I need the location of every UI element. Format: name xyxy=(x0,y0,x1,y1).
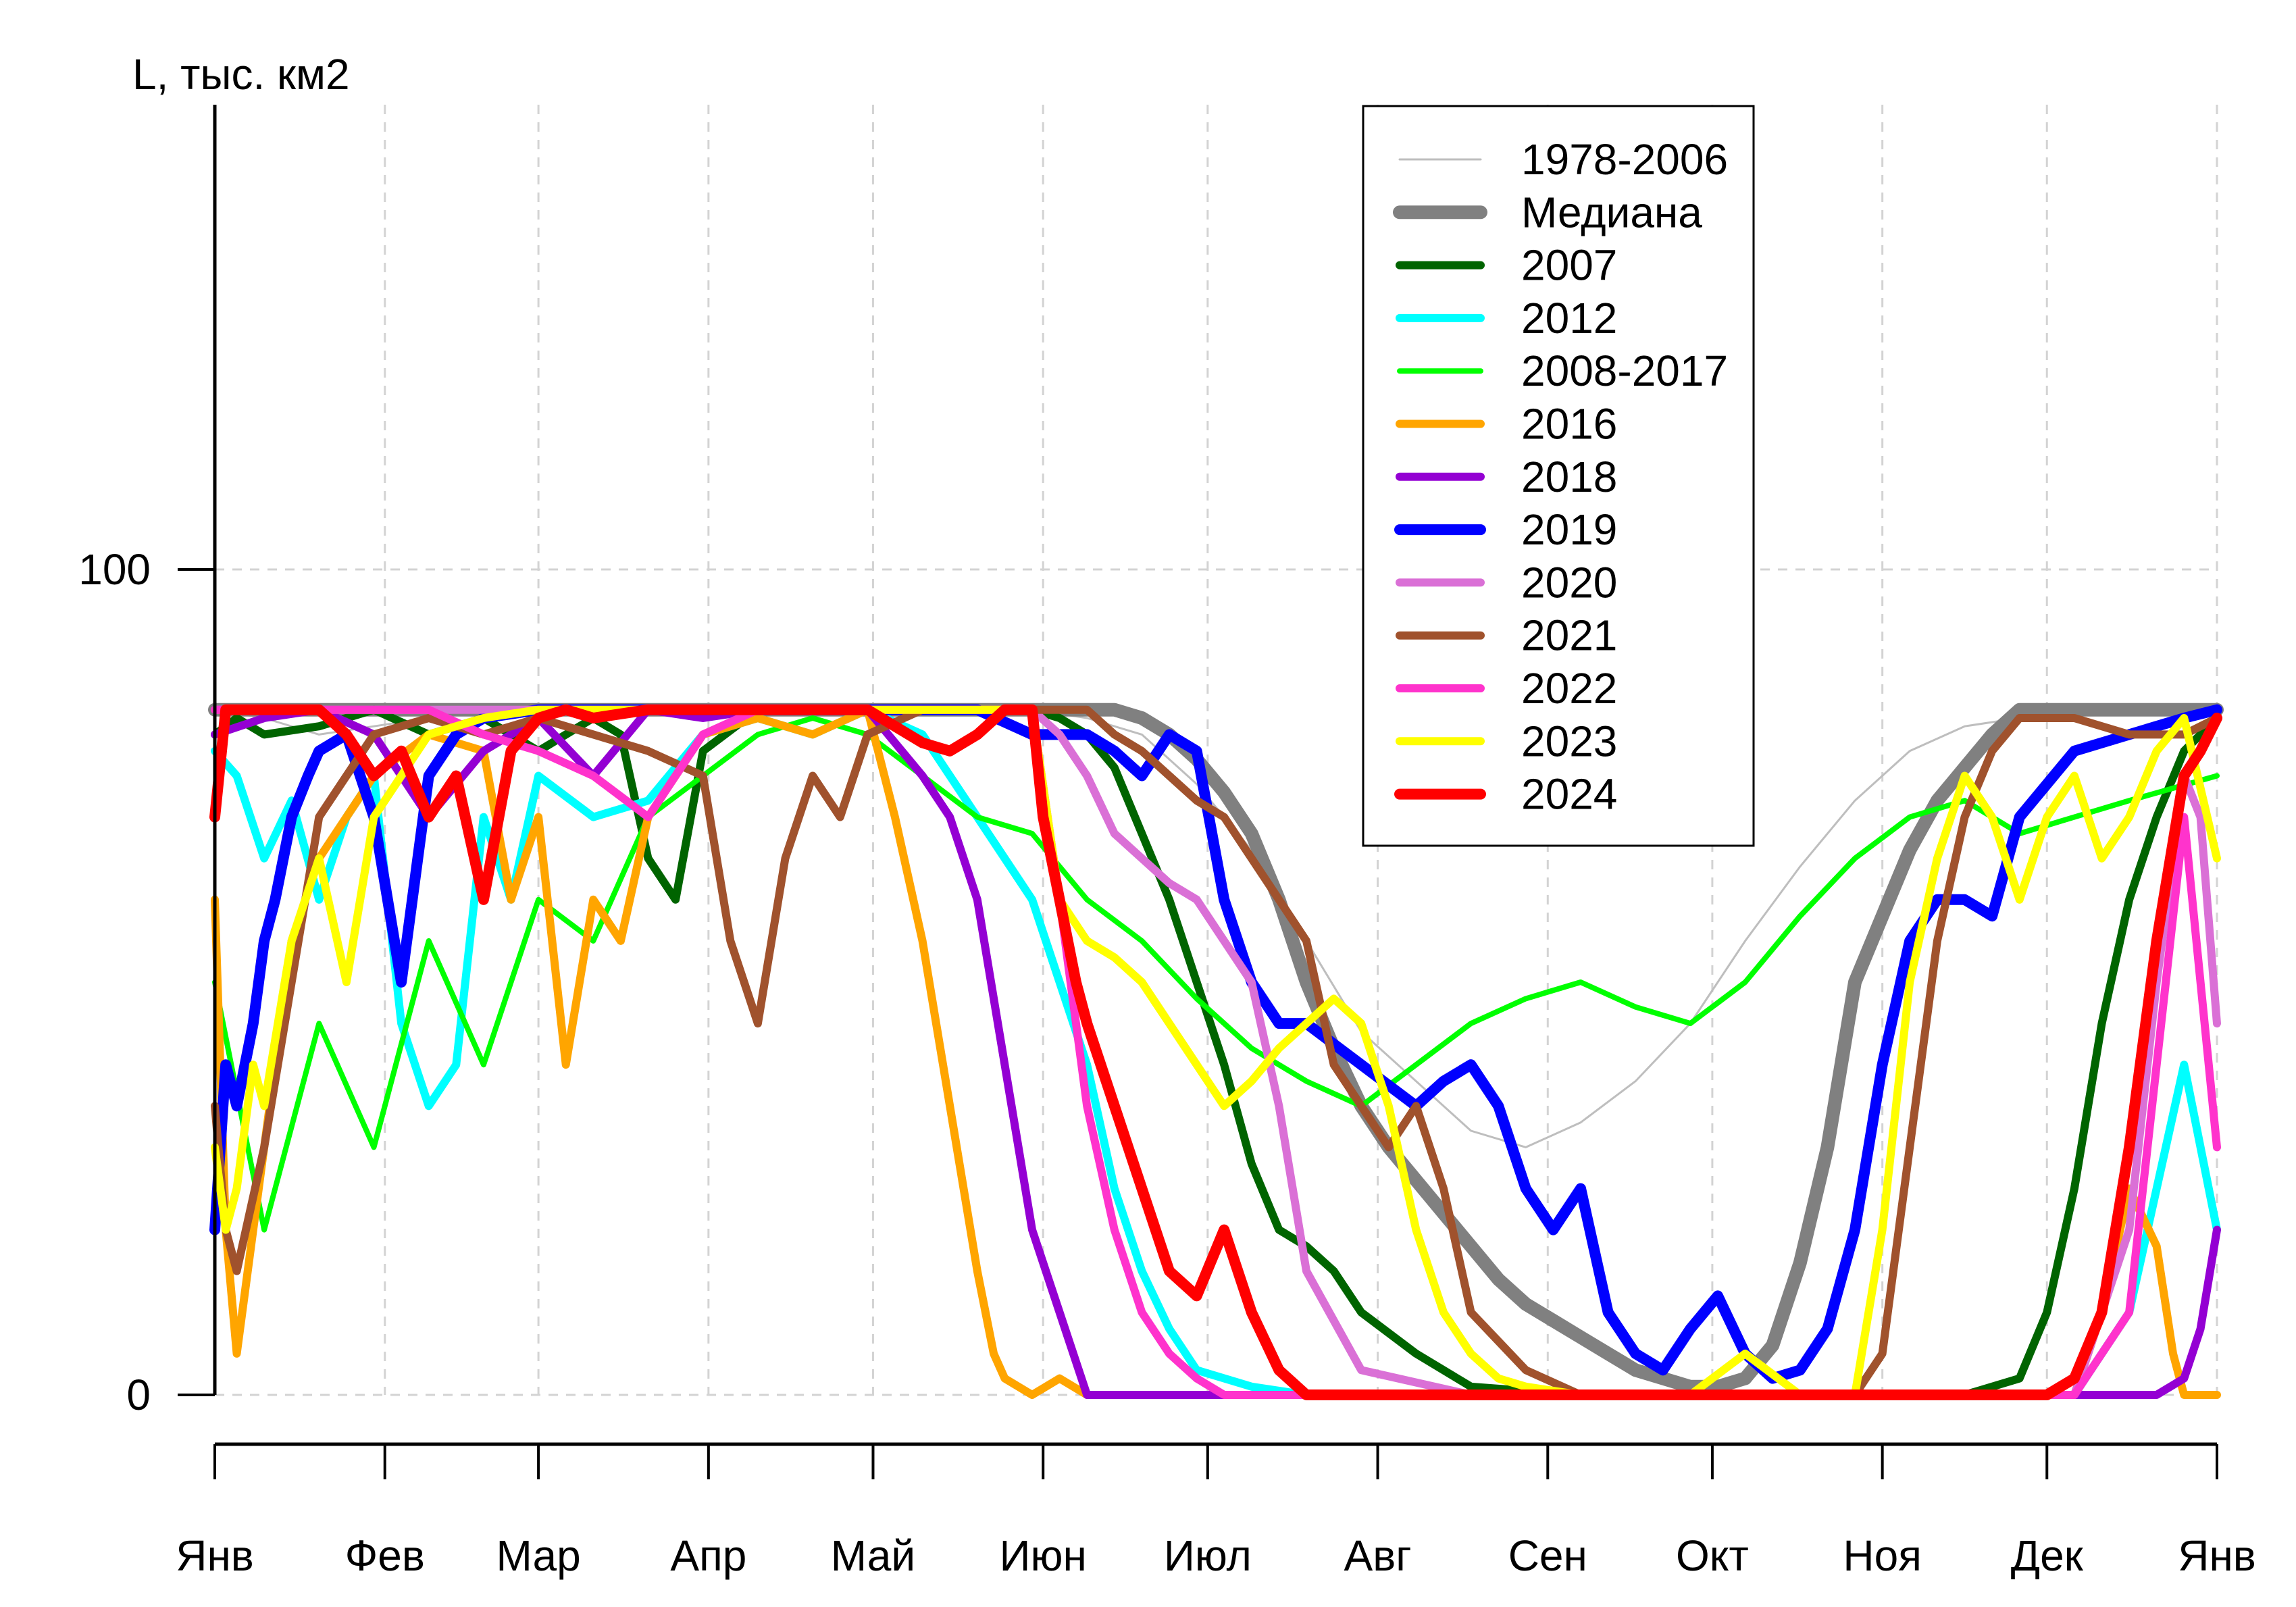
legend-label: 1978-2006 xyxy=(1521,135,1728,184)
series-line-2024 xyxy=(209,704,2222,1400)
legend-label: 2022 xyxy=(1521,664,1617,713)
series-line-2008-2017 xyxy=(212,715,2220,1233)
x-tick-label: Май xyxy=(831,1531,915,1580)
series-line-2023 xyxy=(211,705,2221,1399)
y-axis-label: L, тыс. км2 xyxy=(132,50,350,99)
y-tick-label: 0 xyxy=(126,1371,151,1419)
x-tick-label: Апр xyxy=(670,1531,746,1580)
legend-label: 2024 xyxy=(1521,770,1617,819)
x-tick-label: Ноя xyxy=(1843,1531,1921,1580)
x-tick-label: Фев xyxy=(345,1531,425,1580)
legend-label: 2007 xyxy=(1521,241,1617,290)
legend-label: 2019 xyxy=(1521,505,1617,554)
series-layer xyxy=(208,703,2224,1400)
legend-label: 2016 xyxy=(1521,400,1617,449)
x-tick-label: Июн xyxy=(1000,1531,1087,1580)
legend-label: 2020 xyxy=(1521,558,1617,607)
x-tick-label: Янв xyxy=(2178,1531,2256,1580)
legend-label: 2023 xyxy=(1521,717,1617,765)
x-tick-label: Окт xyxy=(1676,1531,1749,1580)
legend: 1978-2006Медиана200720122008-20172016201… xyxy=(1362,105,1755,847)
x-tick-label: Июл xyxy=(1164,1531,1252,1580)
axes: 0 100 Янв Фев Мар Апр Май Июн Июл Авг Сен Окт Ноя Дек… xyxy=(78,105,2256,1580)
legend-label: Медиана xyxy=(1521,188,1702,236)
legend-label: 2021 xyxy=(1521,611,1617,660)
x-tick-label: Сен xyxy=(1508,1531,1587,1580)
series-line-2018 xyxy=(211,705,2221,1399)
x-tick-label: Дек xyxy=(2011,1531,2084,1580)
x-tick-label: Авг xyxy=(1344,1531,1412,1580)
legend-label: 2008-2017 xyxy=(1521,347,1728,395)
legend-label: 2018 xyxy=(1521,453,1617,501)
y-tick-label: 100 xyxy=(78,545,151,594)
x-tick-label: Янв xyxy=(176,1531,254,1580)
x-tick-label: Мар xyxy=(496,1531,581,1580)
series-line-2019 xyxy=(209,704,2222,1384)
legend-label: 2012 xyxy=(1521,294,1617,342)
